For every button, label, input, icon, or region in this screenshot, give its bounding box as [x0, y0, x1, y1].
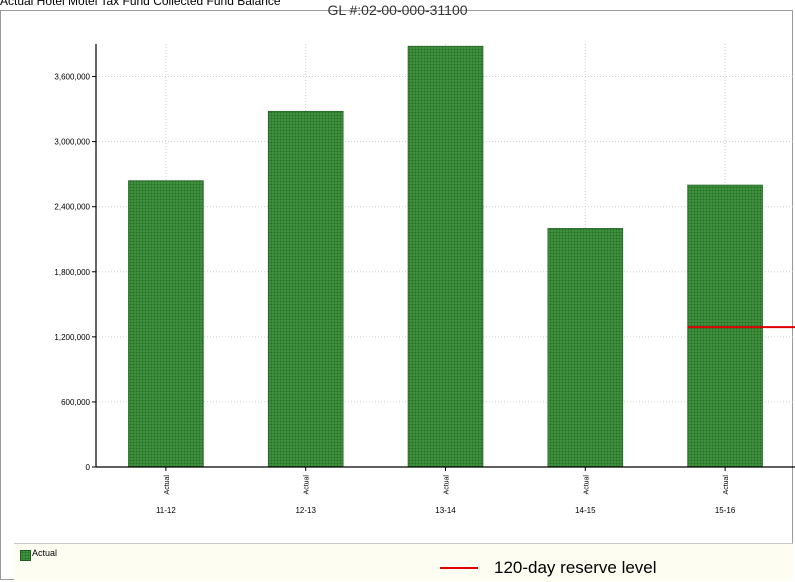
y-tick-label: 1,800,000 [54, 268, 90, 277]
x-series-label: Actual [164, 475, 171, 495]
x-tick-labels: Actual 11-12 Actual 12-13 Actual 13-14 Actual 1… [156, 475, 736, 515]
x-series-label: Actual [583, 475, 590, 495]
x-tick-label: 15-16 [715, 506, 736, 515]
y-tick-label: 0 [86, 463, 91, 472]
x-tick-label: 14-15 [575, 506, 596, 515]
bar-11-12 [128, 181, 203, 467]
legend-swatch-actual [20, 550, 31, 561]
y-tick-label: 600,000 [61, 398, 90, 407]
x-series-label: Actual [444, 475, 451, 495]
x-tick-label: 13-14 [435, 506, 456, 515]
bar-12-13 [268, 111, 343, 467]
bars [128, 46, 762, 467]
bar-13-14 [408, 46, 483, 467]
legend: Actual 120-day reserve level [14, 543, 793, 581]
bar-14-15 [548, 228, 623, 467]
y-tick-label: 2,400,000 [54, 203, 90, 212]
x-tick-label: 12-13 [295, 506, 316, 515]
x-tick-label: 11-12 [156, 506, 176, 515]
legend-label-reserve: 120-day reserve level [494, 558, 657, 578]
y-tick-labels: 0 600,000 1,200,000 1,800,000 2,400,000 3,000… [54, 73, 90, 472]
x-series-label: Actual [304, 475, 311, 495]
x-series-label: Actual [723, 475, 730, 495]
y-tick-label: 3,600,000 [54, 73, 90, 82]
legend-label-actual: Actual [32, 548, 57, 558]
legend-swatch-reserve-line [440, 567, 478, 569]
y-tick-label: 3,000,000 [54, 138, 90, 147]
bar-15-16 [688, 185, 763, 467]
y-tick-label: 1,200,000 [54, 333, 90, 342]
